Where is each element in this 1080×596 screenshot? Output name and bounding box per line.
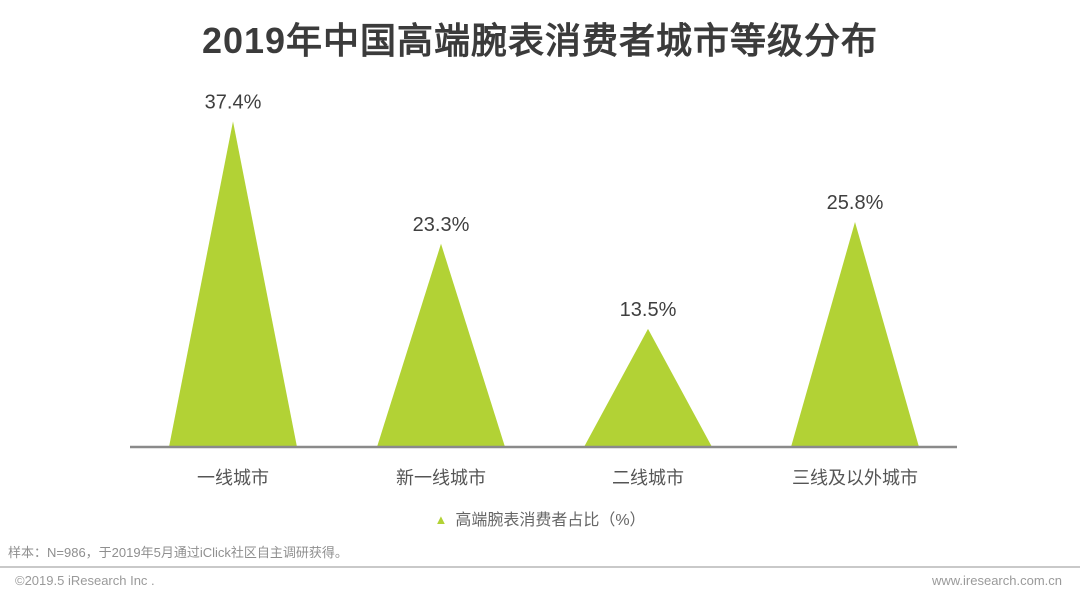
chart-legend: ▲ 高端腕表消费者占比（%） <box>0 506 1080 530</box>
chart-title: 2019年中国高端腕表消费者城市等级分布 <box>201 20 879 61</box>
footer-row: ©2019.5 iResearch Inc . www.iresearch.co… <box>15 573 1062 588</box>
value-label: 13.5% <box>620 299 677 321</box>
triangle-mark <box>584 328 712 447</box>
copyright-text: ©2019.5 iResearch Inc . <box>15 573 155 588</box>
triangle-chart: 37.4% 一线城市 23.3% 新一线城市 13.5% 二线城市 25.8% 三线及以外城市 <box>130 91 957 488</box>
triangle-mark <box>377 243 505 447</box>
sample-note: 样本：N=986，于2019年5月通过iClick社区自主调研获得。 <box>8 545 348 560</box>
triangle-mark <box>169 121 297 448</box>
category-label: 二线城市 <box>612 468 684 488</box>
footer-divider <box>0 566 1080 568</box>
value-label: 25.8% <box>827 192 884 214</box>
triangle-mark <box>791 222 919 447</box>
category-label: 新一线城市 <box>396 468 486 488</box>
value-label: 23.3% <box>413 214 470 236</box>
website-url: www.iresearch.com.cn <box>931 573 1062 588</box>
legend-label: 高端腕表消费者占比（%） <box>455 512 646 529</box>
category-label: 三线及以外城市 <box>792 468 918 488</box>
legend-triangle-icon: ▲ <box>434 511 448 527</box>
value-label: 37.4% <box>205 91 262 113</box>
category-label: 一线城市 <box>197 468 269 488</box>
